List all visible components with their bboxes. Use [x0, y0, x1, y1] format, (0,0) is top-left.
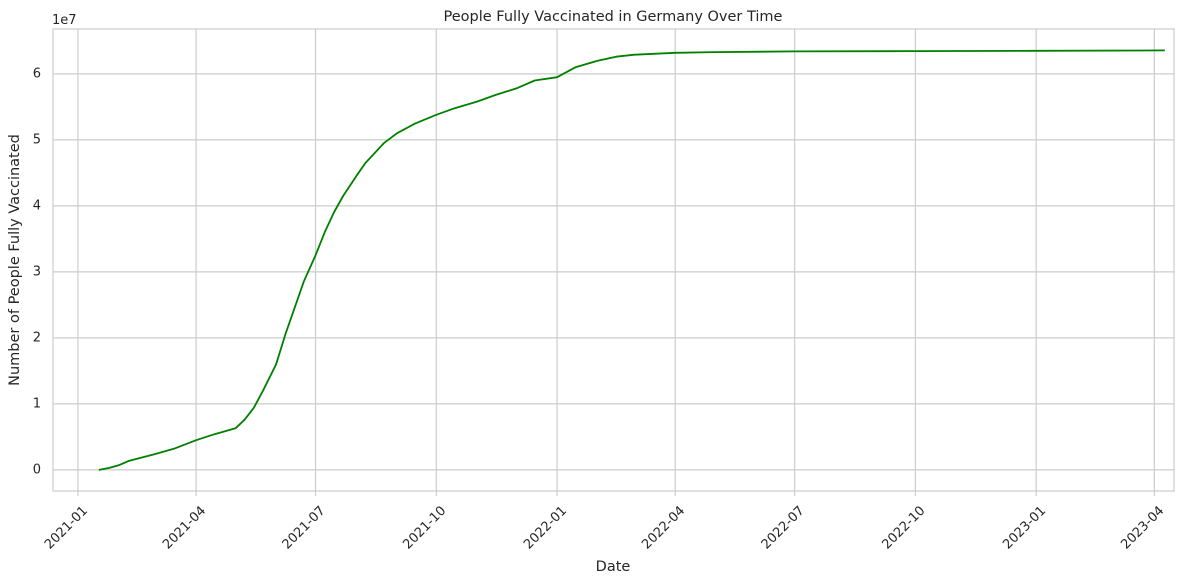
chart-title: People Fully Vaccinated in Germany Over …	[444, 9, 783, 25]
y-tick-label: 6	[33, 66, 41, 81]
plot-area-frame	[52, 28, 1175, 492]
y-tick-label: 4	[33, 198, 41, 213]
y-axis-ticks: 0 1 2 3 4 5 6	[33, 66, 41, 477]
y-axis-offset-label: 1e7	[52, 13, 77, 28]
gridlines	[53, 29, 1174, 491]
x-axis-label: Date	[596, 559, 631, 575]
y-axis-label: Number of People Fully Vaccinated	[7, 134, 23, 386]
y-tick-label: 2	[33, 330, 41, 345]
series-line	[98, 49, 1165, 471]
y-tick-label: 3	[33, 264, 41, 279]
y-tick-label: 1	[33, 396, 41, 411]
y-tick-label: 5	[33, 132, 41, 147]
y-tick-label: 0	[33, 462, 41, 477]
